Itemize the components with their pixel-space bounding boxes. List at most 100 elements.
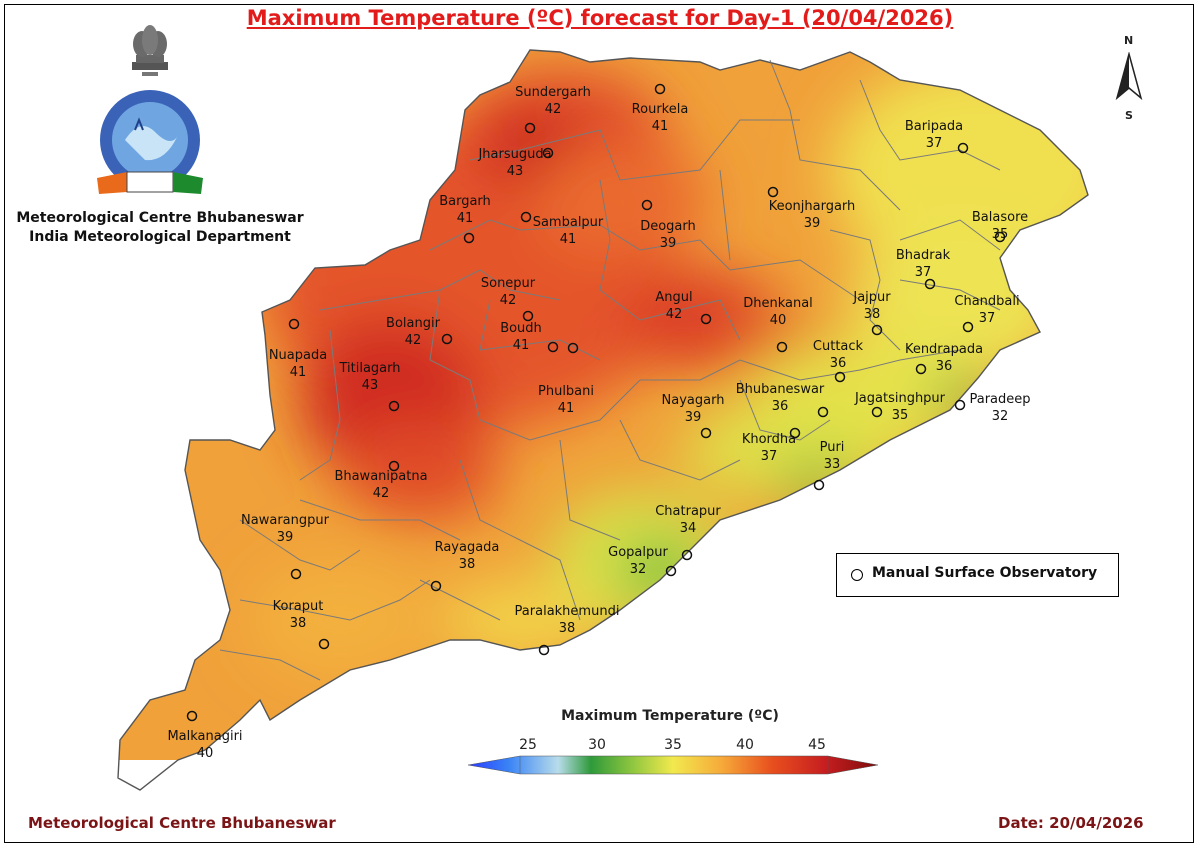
colorbar-tick: 25	[519, 737, 537, 753]
observatory-marker-icon	[520, 211, 532, 223]
station-angul: Angul 42	[655, 290, 712, 325]
imd-seal-icon	[100, 90, 200, 190]
state-boundary	[117, 49, 1089, 791]
observatory-marker-icon	[851, 569, 863, 581]
org-name: Meteorological Centre Bhubaneswar	[16, 210, 304, 226]
station-temperature: 38	[864, 307, 881, 322]
station-name: Malkanagiri	[167, 729, 242, 744]
station-name: Sundergarh	[515, 85, 591, 100]
station-temperature: 36	[936, 359, 953, 374]
station-temperature: 34	[680, 521, 697, 536]
observatory-marker-icon	[388, 460, 400, 472]
station-temperature: 41	[513, 338, 530, 353]
observatory-marker-icon	[776, 341, 788, 353]
station-chatrapur: Chatrapur 34	[655, 504, 721, 561]
station-phulbani: Phulbani 41	[538, 342, 594, 416]
north-label: N	[1124, 34, 1134, 47]
station-jagatsinghpur: Jagatsinghpur 35	[854, 391, 946, 423]
station-bhawanipatna: Bhawanipatna 42	[334, 460, 428, 501]
observatory-marker-icon	[547, 341, 559, 353]
station-name: Nawarangpur	[241, 513, 330, 528]
national-emblem-icon	[132, 25, 168, 76]
station-name: Rourkela	[632, 102, 689, 117]
station-temperature: 35	[892, 408, 909, 423]
observatory-marker-icon	[915, 363, 927, 375]
station-name: Boudh	[500, 321, 542, 336]
station-name: Bhadrak	[896, 248, 951, 263]
station-temperature: 43	[362, 378, 379, 393]
org-department: India Meteorological Department	[29, 229, 291, 245]
station-temperature: 42	[545, 102, 562, 117]
observatory-marker-icon	[538, 644, 550, 656]
colorbar-tick: 45	[808, 737, 826, 753]
station-temperature: 41	[457, 211, 474, 226]
station-temperature: 35	[992, 227, 1009, 242]
observatory-marker-icon	[524, 122, 536, 134]
station-koraput: Koraput 38	[273, 599, 330, 650]
district-boundaries	[219, 59, 1001, 681]
station-khordha: Khordha 37	[742, 427, 801, 464]
station-chandbali: Chandbali 37	[954, 294, 1020, 333]
observatory-marker-icon	[871, 324, 883, 336]
observatory-marker-icon	[318, 638, 330, 650]
station-name: Baripada	[905, 119, 963, 134]
station-bhadrak: Bhadrak 37	[896, 248, 951, 290]
station-temperature: 38	[459, 557, 476, 572]
station-name: Sambalpur	[533, 215, 604, 230]
station-paralakhemundi: Paralakhemundi 38	[515, 604, 620, 656]
station-name: Bolangir	[386, 316, 441, 331]
observatory-marker-icon	[430, 580, 442, 592]
station-name: Paradeep	[969, 392, 1030, 407]
station-temperature: 32	[992, 409, 1009, 424]
observatory-marker-icon	[767, 186, 779, 198]
station-name: Balasore	[972, 210, 1028, 225]
observatory-marker-icon	[957, 142, 969, 154]
station-name: Paralakhemundi	[515, 604, 620, 619]
station-nawarangpur: Nawarangpur 39	[241, 513, 330, 580]
station-name: Sonepur	[481, 276, 536, 291]
observatory-marker-icon	[962, 321, 974, 333]
observatory-marker-icon	[954, 399, 966, 411]
station-nuapada: Nuapada 41	[269, 318, 327, 380]
station-rourkela: Rourkela 41	[632, 83, 689, 134]
observatory-marker-icon	[567, 342, 579, 354]
station-name: Rayagada	[435, 540, 500, 555]
station-name: Bhawanipatna	[334, 469, 427, 484]
station-temperature: 42	[500, 293, 517, 308]
station-temperature: 42	[373, 486, 390, 501]
colorbar-tick: 30	[588, 737, 606, 753]
station-nayagarh: Nayagarh 39	[662, 393, 724, 439]
stations-layer: Sundergarh 42 Rourkela 41 Jharsuguda 43 Bargar…	[167, 83, 1031, 761]
station-name: Chatrapur	[655, 504, 721, 519]
station-name: Deogarh	[640, 219, 696, 234]
station-dhenkanal: Dhenkanal 40	[743, 296, 813, 353]
station-balasore: Balasore 35	[972, 210, 1028, 243]
observatory-marker-icon	[871, 406, 883, 418]
station-jharsuguda: Jharsuguda 43	[477, 147, 554, 179]
station-temperature: 37	[761, 449, 778, 464]
observatory-marker-icon	[700, 313, 712, 325]
observatory-marker-icon	[288, 318, 300, 330]
station-bolangir: Bolangir 42	[386, 316, 453, 348]
station-sundergarh: Sundergarh 42	[515, 85, 591, 134]
colorbar-tick: 40	[736, 737, 754, 753]
station-name: Chandbali	[954, 294, 1019, 309]
station-name: Keonjhargarh	[769, 199, 856, 214]
station-name: Koraput	[273, 599, 324, 614]
station-bhubaneswar: Bhubaneswar 36	[736, 382, 829, 418]
station-temperature: 41	[290, 365, 307, 380]
station-cuttack: Cuttack 36	[813, 339, 864, 383]
observatory-marker-icon	[834, 371, 846, 383]
station-sonepur: Sonepur 42	[481, 276, 536, 322]
station-name: Jharsuguda	[477, 147, 551, 162]
station-name: Gopalpur	[608, 545, 668, 560]
imd-banner-icon	[97, 171, 203, 194]
station-baripada: Baripada 37	[905, 119, 969, 154]
observatory-marker-icon	[665, 565, 677, 577]
station-name: Angul	[655, 290, 692, 305]
station-paradeep: Paradeep 32	[954, 392, 1031, 424]
station-name: Jajpur	[852, 290, 891, 305]
observatory-marker-icon	[441, 333, 453, 345]
observatory-marker-icon	[994, 231, 1006, 243]
